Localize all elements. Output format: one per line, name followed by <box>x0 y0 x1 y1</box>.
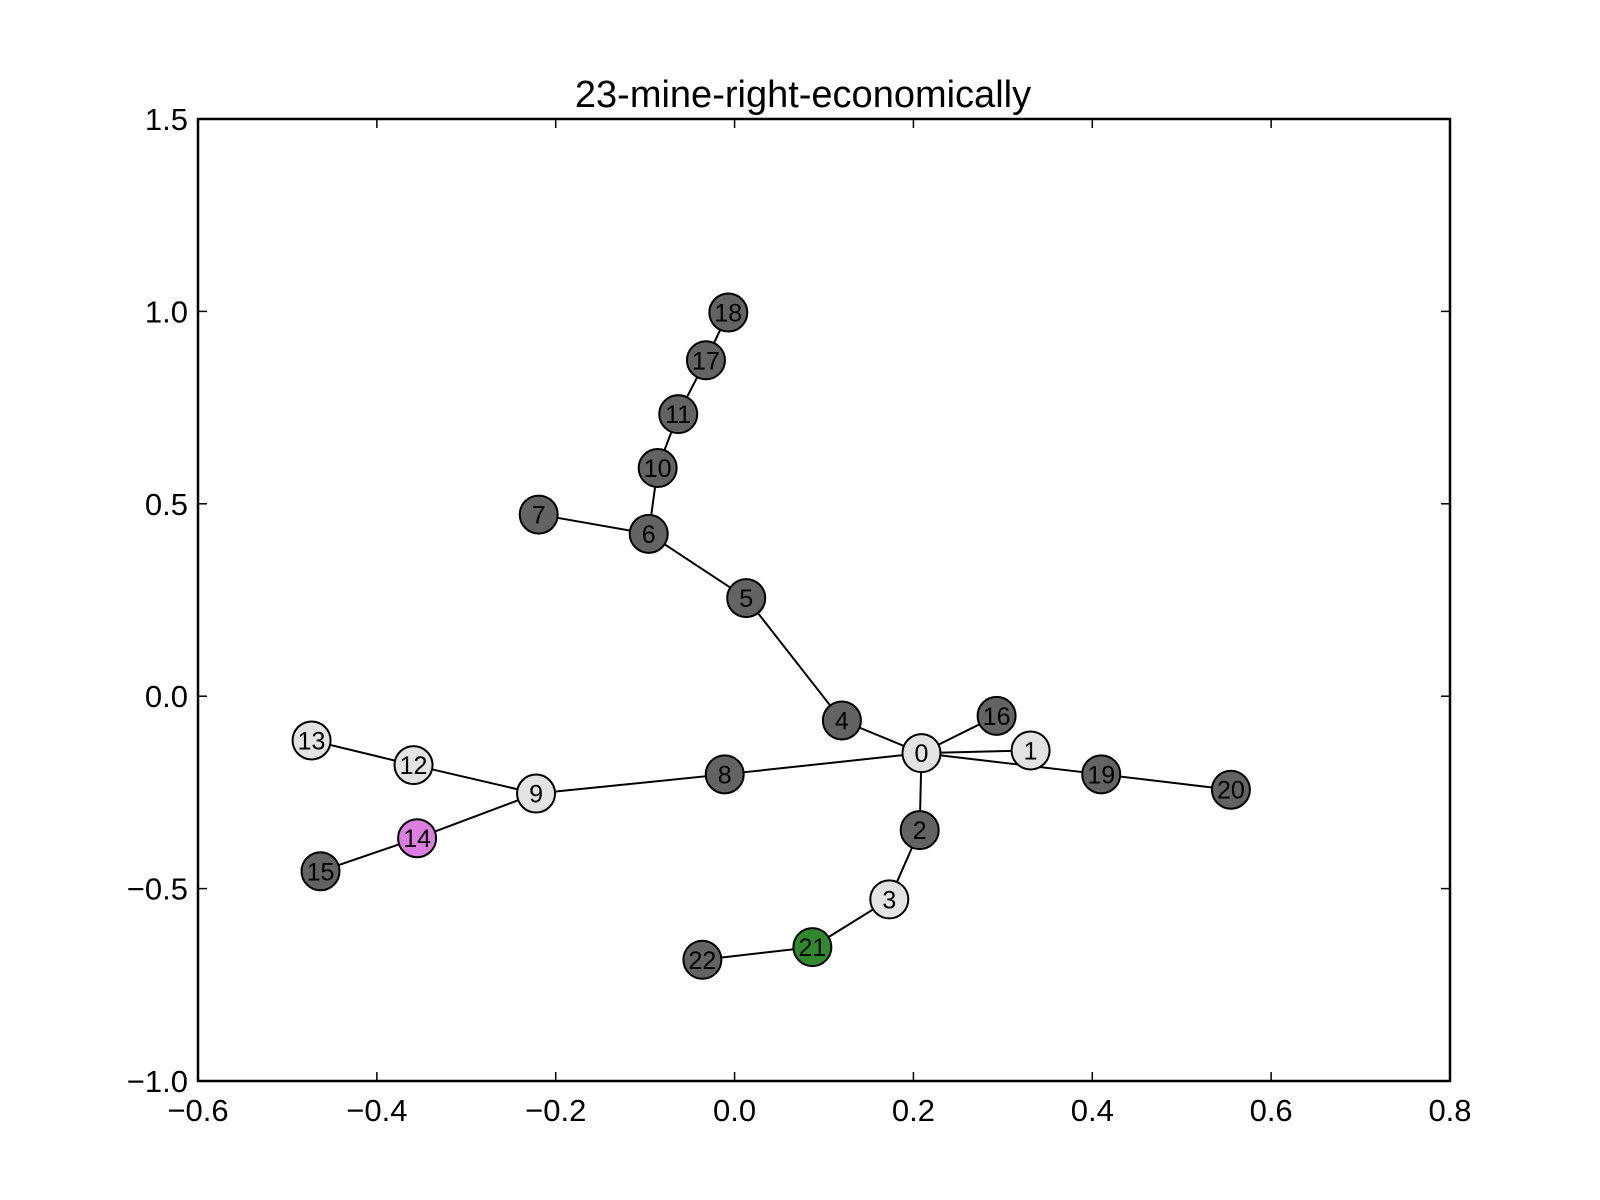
y-tick-label: 0.5 <box>145 487 188 522</box>
node-label: 3 <box>882 886 896 914</box>
edge-9-12 <box>413 764 537 795</box>
node-circle <box>300 851 341 892</box>
node-circle <box>708 292 749 333</box>
node-circle <box>518 494 559 535</box>
node-5: 5 <box>726 578 767 619</box>
edge-0-19 <box>921 752 1102 776</box>
node-4: 4 <box>821 700 862 741</box>
node-circle <box>637 448 678 489</box>
node-label: 9 <box>529 781 543 809</box>
node-7: 7 <box>518 494 559 535</box>
node-circle <box>792 927 833 968</box>
node-circle <box>628 513 669 554</box>
chart-title: 23-mine-right-economically <box>575 74 1031 116</box>
node-circle <box>1081 754 1122 795</box>
node-circle <box>685 340 726 381</box>
x-tick-label: 0.2 <box>892 1093 935 1128</box>
node-circle <box>682 939 723 980</box>
node-label: 7 <box>532 502 546 530</box>
node-label: 2 <box>913 817 927 845</box>
graph-edges <box>311 312 1232 961</box>
node-20: 20 <box>1210 769 1251 810</box>
node-13: 13 <box>291 720 332 761</box>
x-tick-label: 0.0 <box>713 1093 756 1128</box>
node-label: 0 <box>915 740 929 768</box>
node-18: 18 <box>708 292 749 333</box>
node-circle <box>901 733 942 774</box>
node-label: 1 <box>1024 737 1038 765</box>
axis-ticks: −0.6 −0.4 −0.2 0.0 0.2 0.4 0.6 0.8 −1.0 −0.5 0.0 0.… <box>127 102 1472 1128</box>
node-22: 22 <box>682 939 723 980</box>
x-tick-label: −0.6 <box>167 1093 228 1128</box>
node-circle <box>393 745 434 786</box>
plot-frame <box>196 117 1452 1083</box>
node-17: 17 <box>685 340 726 381</box>
y-tick-label: −0.5 <box>127 872 188 907</box>
node-label: 20 <box>1217 777 1245 805</box>
edge-19-20 <box>1101 773 1232 791</box>
node-15: 15 <box>300 851 341 892</box>
node-circle <box>899 810 940 851</box>
x-tick-label: −0.4 <box>346 1093 407 1128</box>
y-tick-label: −1.0 <box>127 1064 188 1099</box>
node-label: 16 <box>983 703 1011 731</box>
node-6: 6 <box>628 513 669 554</box>
node-1: 1 <box>1010 730 1051 771</box>
x-tick-label: 0.8 <box>1428 1093 1471 1128</box>
node-3: 3 <box>869 879 910 920</box>
node-label: 17 <box>692 347 720 375</box>
node-circle <box>869 879 910 920</box>
edge-9-14 <box>416 792 537 840</box>
node-21: 21 <box>792 927 833 968</box>
edge-8-9 <box>535 773 725 795</box>
edge-4-5 <box>745 597 843 722</box>
y-tick-label: 1.0 <box>145 294 188 329</box>
node-circle <box>821 700 862 741</box>
node-label: 21 <box>798 934 826 962</box>
node-circle <box>976 695 1017 736</box>
node-16: 16 <box>976 695 1017 736</box>
node-label: 18 <box>714 300 742 328</box>
node-9: 9 <box>516 773 557 814</box>
node-circle <box>1010 730 1051 771</box>
node-2: 2 <box>899 810 940 851</box>
node-11: 11 <box>658 394 699 435</box>
node-circle <box>516 773 557 814</box>
node-label: 15 <box>307 858 335 886</box>
node-label: 12 <box>400 752 428 780</box>
node-label: 11 <box>665 401 691 429</box>
node-label: 22 <box>688 947 716 975</box>
node-circle <box>658 394 699 435</box>
node-circle <box>291 720 332 761</box>
node-label: 14 <box>403 825 431 853</box>
node-label: 6 <box>642 521 656 549</box>
node-12: 12 <box>393 745 434 786</box>
node-label: 19 <box>1087 761 1115 789</box>
node-label: 13 <box>298 727 326 755</box>
node-label: 10 <box>644 455 672 483</box>
node-label: 4 <box>835 707 849 735</box>
node-14: 14 <box>397 818 438 859</box>
node-8: 8 <box>704 754 745 795</box>
node-circle <box>397 818 438 859</box>
x-tick-label: −0.2 <box>525 1093 586 1128</box>
node-label: 8 <box>718 761 732 789</box>
node-circle <box>704 754 745 795</box>
node-circle <box>1210 769 1251 810</box>
node-0: 0 <box>901 733 942 774</box>
x-tick-label: 0.6 <box>1250 1093 1293 1128</box>
node-label: 5 <box>739 585 753 613</box>
node-10: 10 <box>637 448 678 489</box>
node-19: 19 <box>1081 754 1122 795</box>
x-tick-label: 0.4 <box>1071 1093 1114 1128</box>
y-tick-label: 0.0 <box>145 679 188 714</box>
y-tick-label: 1.5 <box>145 102 188 137</box>
edge-0-8 <box>724 752 922 776</box>
node-circle <box>726 578 767 619</box>
